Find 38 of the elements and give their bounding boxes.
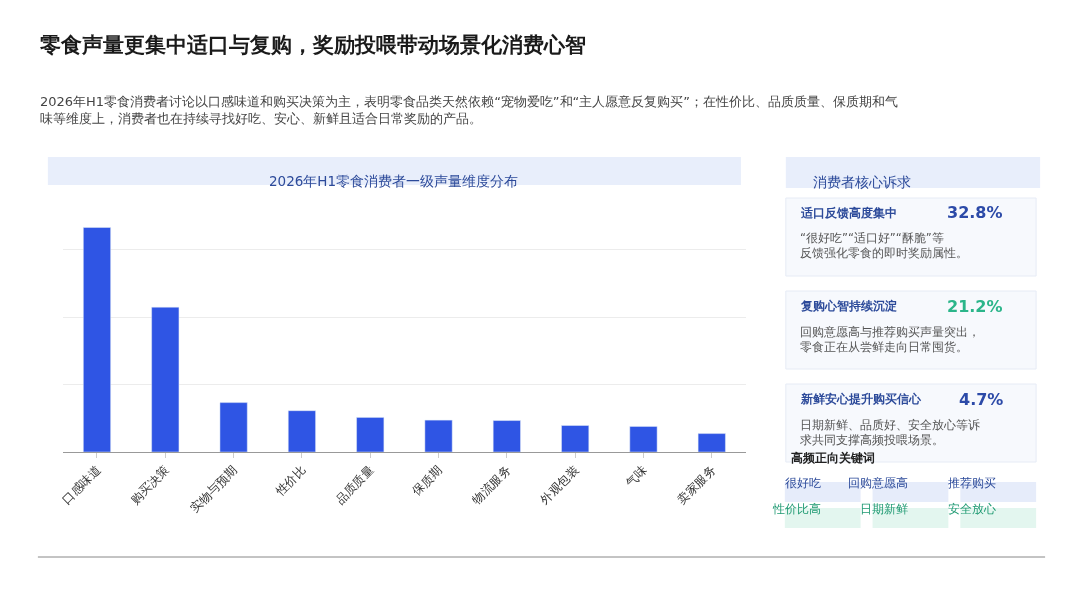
x-tick-label: 保质期 [409, 462, 445, 499]
text: 消费者核心诉求 [813, 174, 911, 190]
bar [561, 425, 590, 452]
text: 日期新鲜、品质好、安全放心等诉求共同支撑高频投喂场景。 [800, 418, 980, 447]
x-tick-label: 物流服务 [469, 462, 514, 507]
text: 适口反馈高度集中 [800, 206, 897, 220]
text: 日期新鲜 [860, 502, 908, 516]
text: 回购意愿高与推荐购买声量突出，零食正在从尝鲜走向日常囤货。 [800, 325, 980, 354]
text: 32.8% [947, 203, 1003, 222]
text: 复购心智持续沉淀 [800, 299, 897, 313]
text: 回购意愿高 [848, 476, 908, 490]
bar [219, 402, 248, 452]
text: 很好吃 [785, 476, 821, 490]
text: 高频正向关键词 [791, 451, 875, 465]
text: 安全放心 [948, 502, 996, 516]
text: 零食声量更集中适口与复购，奖励投喂带动场景化消费心智 [40, 33, 586, 57]
x-tick-label: 外观包装 [537, 462, 582, 507]
bar [424, 419, 453, 452]
text: 21.2% [947, 297, 1003, 316]
x-tick-label: 性价比 [272, 462, 309, 499]
bar [629, 426, 658, 452]
bar [288, 410, 316, 452]
text: 性价比高 [772, 502, 821, 516]
bar [356, 417, 385, 452]
x-tick-label: 气味 [622, 462, 650, 490]
x-tick-label: 卖家服务 [674, 462, 719, 507]
x-tick-label: 实物与预期 [187, 462, 240, 516]
x-tick-label: 购买决策 [127, 462, 172, 507]
text: 推荐购买 [948, 476, 996, 490]
text: 新鲜安心提升购买信心 [800, 392, 922, 406]
text: 2026年H1零食消费者讨论以口感味道和购买决策为主，表明零食品类天然依赖“宠物爱吃”和“主人愿意反复购买”；在性价比、品质质量、保质期和气味等维度上，消费者也在持续寻找好吃、安心、新鲜且适合日常奖励的产品。 [40, 94, 899, 126]
bar [697, 433, 726, 452]
x-tick-label: 口感味道 [59, 462, 104, 507]
chart-title: 2026年H1零食消费者一级声量维度分布 [269, 173, 519, 189]
text: 4.7% [959, 390, 1004, 409]
text: “很好吃”“适口好”“酥脆”等反馈强化零食的即时奖励属性。 [800, 231, 968, 260]
x-tick-label: 品质质量 [332, 462, 377, 507]
bar [492, 420, 521, 452]
